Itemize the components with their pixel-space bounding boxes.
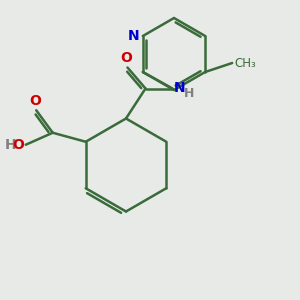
Text: N: N [128, 29, 140, 43]
Text: H: H [5, 138, 17, 152]
Text: N: N [174, 82, 186, 95]
Text: O: O [29, 94, 41, 108]
Text: CH₃: CH₃ [235, 56, 256, 70]
Text: O: O [120, 51, 132, 65]
Text: O: O [12, 138, 24, 152]
Text: H: H [184, 86, 194, 100]
